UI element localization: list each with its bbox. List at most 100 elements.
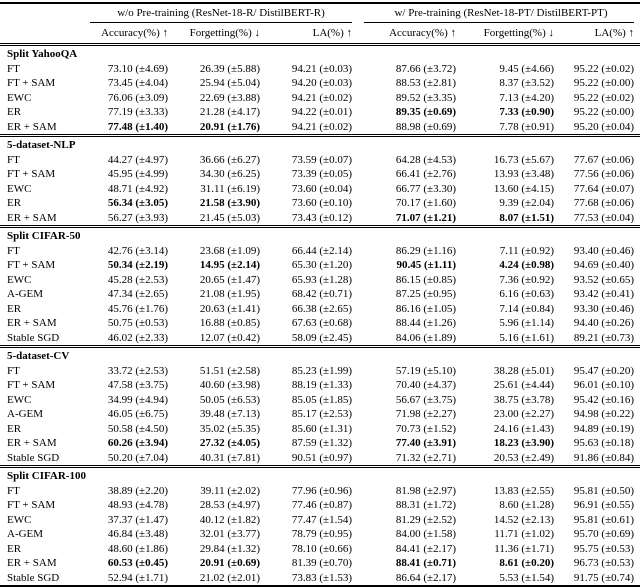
value-cell: 77.64 (±0.07): [573, 182, 635, 195]
section-title: 5-dataset-NLP: [0, 134, 640, 153]
value-cell: 95.22 (±0.02): [573, 91, 635, 104]
value-cell: 94.98 (±0.22): [573, 408, 635, 420]
value-cell: 91.75 (±0.74): [573, 571, 635, 584]
table-body: Split YahooQA FT 73.10 (±4.69) 26.39 (±5.88…: [0, 45, 640, 587]
value-cell: 77.46 (±0.87): [291, 499, 352, 511]
value-cell: 29.84 (±1.32): [199, 542, 260, 555]
group-header-w-pretraining: w/ Pre-training (ResNet-18-PT/ DistilBER…: [358, 3, 640, 23]
col-header-accuracy-2: Accuracy(%) ↑: [358, 23, 462, 46]
table-row: FT + SAM 50.34 (±2.19) 14.95 (±2.14) 65.30 …: [0, 258, 640, 273]
value-cell: 50.20 (±7.04): [107, 451, 168, 464]
value-cell: 95.81 (±0.61): [573, 513, 635, 526]
value-cell: 90.45 (±1.11): [396, 259, 456, 271]
value-cell: 95.22 (±0.00): [573, 106, 635, 118]
value-cell: 36.66 (±6.27): [199, 153, 260, 166]
value-cell: 85.23 (±1.99): [291, 364, 352, 377]
value-cell: 26.39 (±5.88): [199, 62, 260, 75]
value-cell: 13.93 (±3.48): [493, 168, 554, 180]
value-cell: 86.64 (±2.17): [395, 571, 456, 584]
value-cell: 5.53 (±1.54): [499, 571, 554, 584]
table-row: FT 33.72 (±2.53) 51.51 (±2.58) 85.23 (±1.99…: [0, 364, 640, 379]
table-row: FT + SAM 47.58 (±3.75) 40.60 (±3.98) 88.19 …: [0, 378, 640, 393]
value-cell: 67.63 (±0.68): [291, 317, 352, 329]
value-cell: 9.39 (±2.04): [499, 197, 554, 209]
group-label: w/ Pre-training (ResNet-18-PT/ DistilBER…: [364, 6, 635, 23]
value-cell: 71.32 (±2.71): [395, 451, 456, 464]
value-cell: 33.72 (±2.53): [107, 364, 168, 377]
method-cell: EWC: [7, 91, 32, 104]
value-cell: 8.07 (±1.51): [499, 211, 554, 224]
value-cell: 5.16 (±1.61): [499, 331, 554, 344]
value-cell: 78.10 (±0.66): [291, 542, 352, 555]
table-row: FT 44.27 (±4.97) 36.66 (±6.27) 73.59 (±0.07…: [0, 153, 640, 168]
table-row: A-GEM 46.84 (±3.48) 32.01 (±3.77) 78.79 (±0…: [0, 527, 640, 542]
value-cell: 77.96 (±0.96): [291, 484, 352, 497]
value-cell: 24.16 (±1.43): [493, 422, 554, 435]
table-row: A-GEM 47.34 (±2.65) 21.08 (±1.95) 68.42 (±0…: [0, 287, 640, 302]
value-cell: 46.02 (±2.33): [107, 331, 168, 344]
value-cell: 28.53 (±4.97): [199, 499, 260, 511]
value-cell: 87.66 (±3.72): [395, 62, 456, 75]
value-cell: 5.96 (±1.14): [499, 317, 554, 329]
value-cell: 85.05 (±1.85): [291, 393, 352, 406]
value-cell: 42.76 (±3.14): [107, 244, 168, 257]
table-row: FT 73.10 (±4.69) 26.39 (±5.88) 94.21 (±0.03…: [0, 62, 640, 77]
corner-cell: [0, 23, 84, 46]
value-cell: 85.17 (±2.53): [291, 408, 352, 420]
value-cell: 76.06 (±3.09): [107, 91, 168, 104]
value-cell: 7.36 (±0.92): [499, 273, 554, 286]
table-row: EWC 34.99 (±4.94) 50.05 (±6.53) 85.05 (±1.8…: [0, 393, 640, 408]
value-cell: 56.34 (±3.05): [107, 197, 168, 209]
section-title: Split CIFAR-50: [0, 225, 640, 244]
method-cell: Stable SGD: [7, 451, 60, 464]
method-cell: ER + SAM: [7, 437, 57, 449]
value-cell: 23.68 (±1.09): [199, 244, 260, 257]
value-cell: 38.89 (±2.20): [107, 484, 168, 497]
value-cell: 81.39 (±0.70): [291, 557, 352, 569]
table-row: EWC 45.28 (±2.53) 20.65 (±1.47) 65.93 (±1.2…: [0, 273, 640, 288]
value-cell: 88.53 (±2.81): [395, 77, 456, 89]
corner-cell: [0, 3, 84, 23]
value-cell: 64.28 (±4.53): [395, 153, 456, 166]
value-cell: 48.93 (±4.78): [107, 499, 168, 511]
method-cell: FT: [7, 244, 20, 257]
value-cell: 21.45 (±5.03): [199, 211, 260, 224]
method-cell: FT + SAM: [7, 379, 56, 391]
value-cell: 4.24 (±0.98): [499, 259, 554, 271]
value-cell: 94.21 (±0.02): [291, 120, 352, 133]
group-label: w/o Pre-training (ResNet-18-R/ DistilBER…: [90, 6, 352, 23]
value-cell: 6.16 (±0.63): [499, 288, 554, 300]
method-cell: Stable SGD: [7, 331, 60, 344]
value-cell: 65.93 (±1.28): [291, 273, 352, 286]
value-cell: 66.41 (±2.76): [395, 168, 456, 180]
value-cell: 50.05 (±6.53): [199, 393, 260, 406]
value-cell: 93.30 (±0.46): [573, 302, 635, 315]
value-cell: 44.27 (±4.97): [107, 153, 168, 166]
table-row: ER + SAM 60.53 (±0.45) 20.91 (±0.69) 81.39 …: [0, 556, 640, 571]
value-cell: 95.22 (±0.02): [573, 62, 635, 75]
value-cell: 27.32 (±4.05): [199, 437, 260, 449]
value-cell: 40.60 (±3.98): [199, 379, 260, 391]
value-cell: 22.69 (±3.88): [199, 91, 260, 104]
value-cell: 95.81 (±0.50): [573, 484, 635, 497]
column-header-row: Accuracy(%) ↑ Forgetting(%) ↓ LA(%) ↑ Ac…: [0, 23, 640, 46]
method-cell: ER: [7, 422, 22, 435]
value-cell: 20.91 (±1.76): [199, 120, 260, 133]
value-cell: 21.02 (±2.01): [199, 571, 260, 584]
value-cell: 70.40 (±4.37): [395, 379, 456, 391]
value-cell: 95.22 (±0.00): [573, 77, 635, 89]
value-cell: 47.34 (±2.65): [107, 288, 168, 300]
value-cell: 70.73 (±1.52): [395, 422, 456, 435]
section-header-row: 5-dataset-CV: [0, 345, 640, 364]
value-cell: 50.34 (±2.19): [107, 259, 168, 271]
value-cell: 77.19 (±3.33): [107, 106, 168, 118]
value-cell: 88.44 (±1.26): [395, 317, 456, 329]
table-row: EWC 48.71 (±4.92) 31.11 (±6.19) 73.60 (±0.0…: [0, 182, 640, 197]
value-cell: 48.71 (±4.92): [107, 182, 168, 195]
method-cell: FT: [7, 364, 20, 377]
value-cell: 37.37 (±1.47): [107, 513, 168, 526]
value-cell: 39.48 (±7.13): [199, 408, 260, 420]
value-cell: 46.84 (±3.48): [107, 528, 168, 540]
value-cell: 70.17 (±1.60): [395, 197, 456, 209]
